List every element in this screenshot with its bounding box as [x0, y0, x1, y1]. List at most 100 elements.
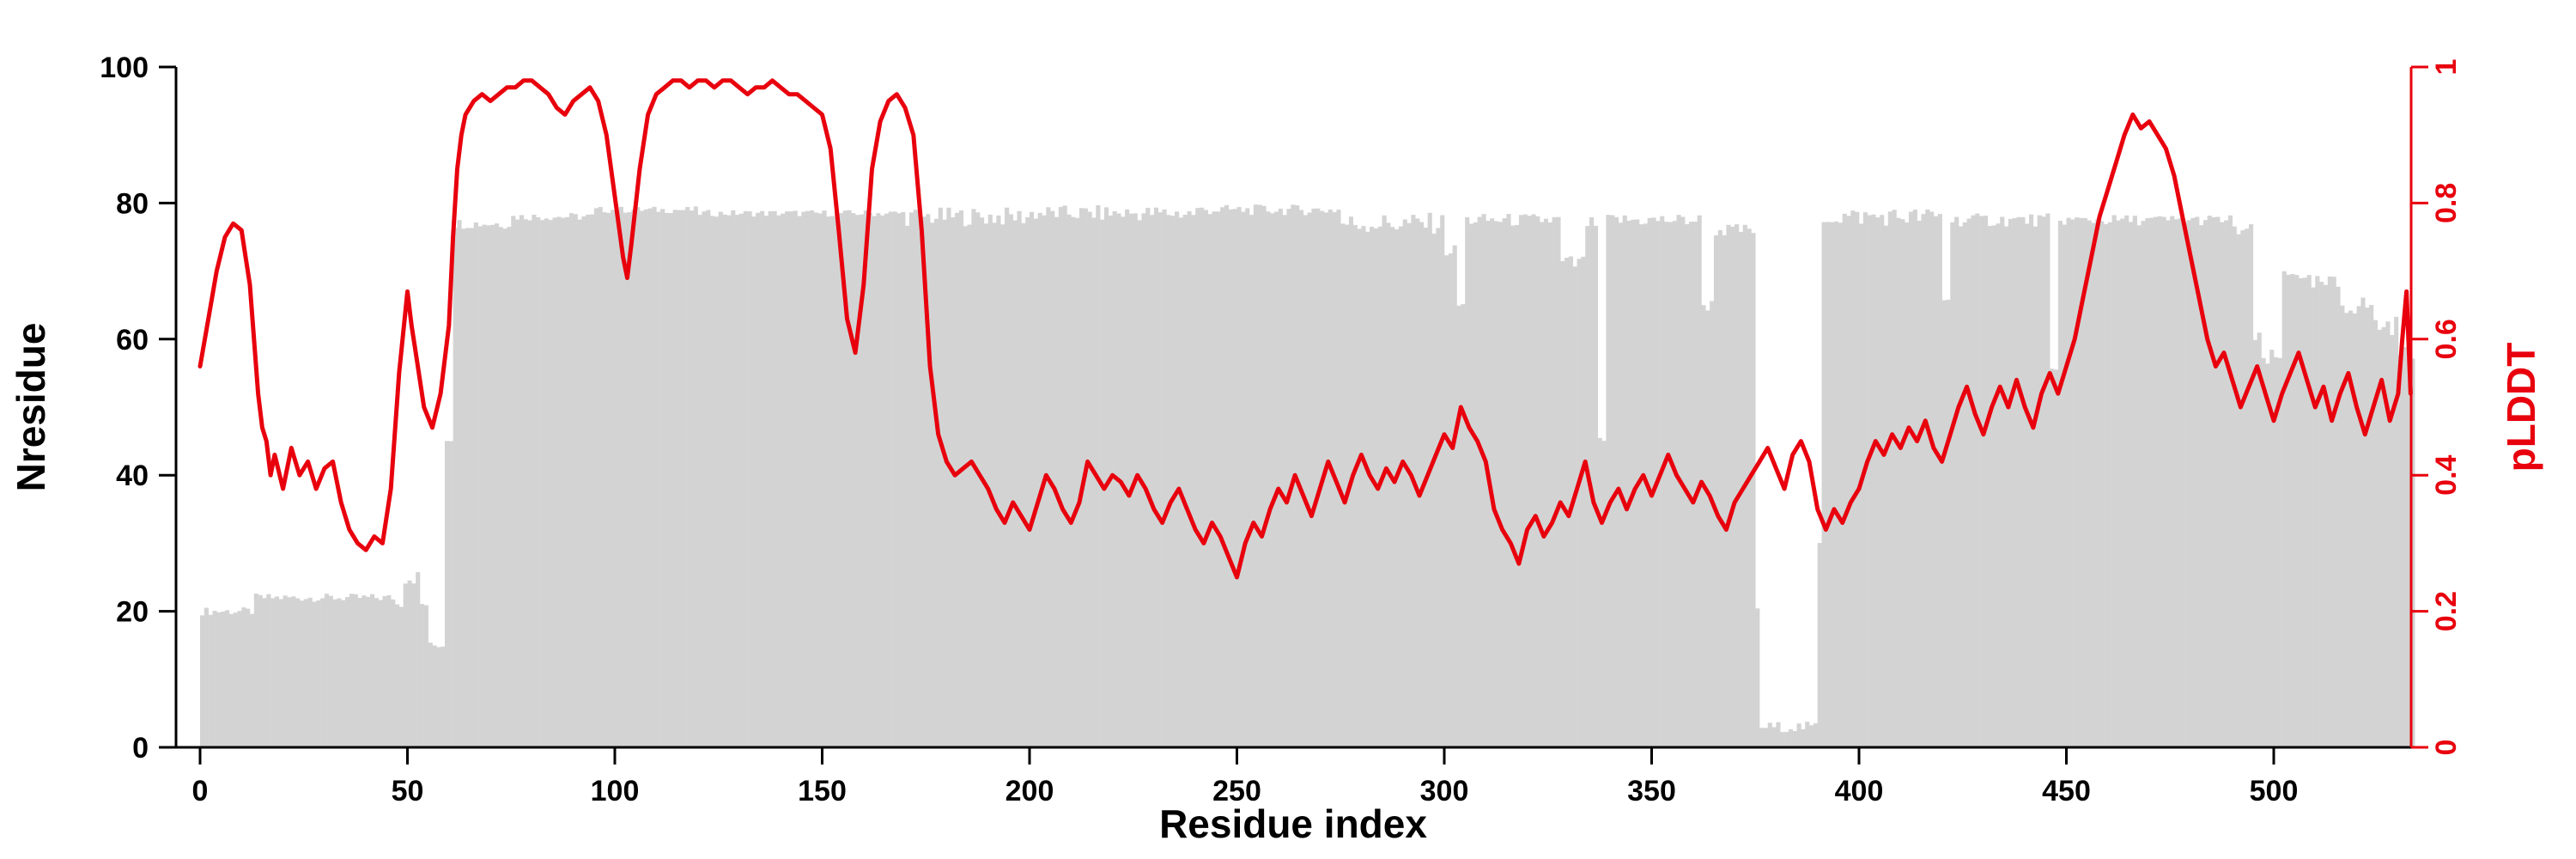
nresidue-bar [2211, 216, 2216, 747]
nresidue-bar [1921, 214, 1926, 748]
nresidue-bar [1531, 214, 1536, 747]
nresidue-bar [2365, 308, 2370, 747]
nresidue-bar [1826, 222, 1831, 748]
nresidue-bar [2103, 223, 2109, 747]
nresidue-bar [718, 211, 723, 747]
nresidue-bar [332, 599, 337, 747]
nresidue-bar [1867, 215, 1872, 748]
nresidue-bar [896, 213, 902, 747]
nresidue-bar [2381, 326, 2386, 747]
nresidue-bar [813, 212, 818, 748]
nresidue-bar [1663, 222, 1669, 747]
x-axis-tick-label: 450 [2042, 775, 2091, 807]
nresidue-bar [519, 215, 525, 747]
nresidue-bar [1071, 216, 1076, 747]
left-axis-tick-label: 20 [116, 596, 149, 629]
nresidue-bar [635, 207, 641, 747]
nresidue-bar [1224, 204, 1230, 748]
nresidue-bar [2178, 218, 2184, 747]
nresidue-bar [353, 594, 358, 747]
nresidue-bar [1962, 222, 1967, 748]
nresidue-bar [1456, 305, 1461, 747]
nresidue-bar [1692, 222, 1698, 747]
nresidue-bar [2406, 358, 2411, 747]
nresidue-bar [1448, 253, 1453, 747]
nresidue-bar [847, 210, 852, 748]
nresidue-bar [1543, 218, 1549, 748]
nresidue-bar [785, 211, 790, 748]
nresidue-bar [1735, 224, 1740, 748]
nresidue-bar [2323, 284, 2329, 747]
nresidue-bar [1647, 217, 1652, 747]
nresidue-bar [1842, 213, 1847, 748]
nresidue-bar [1564, 258, 1570, 748]
nresidue-bar [2372, 320, 2379, 747]
nresidue-bar [2352, 313, 2357, 747]
nresidue-bar [448, 441, 453, 747]
nresidue-bar [212, 611, 217, 747]
nresidue-bar [1394, 228, 1400, 747]
x-axis-tick-label: 0 [192, 775, 209, 807]
nresidue-bar [1220, 207, 1225, 747]
nresidue-bar [1473, 222, 1478, 747]
nresidue-bar [930, 222, 935, 747]
nresidue-bar [926, 214, 931, 747]
nresidue-bar [1971, 215, 1976, 747]
nresidue-bar [1705, 310, 1710, 747]
nresidue-bar [884, 213, 890, 747]
nresidue-bar [1017, 210, 1022, 748]
nresidue-bar [660, 209, 665, 747]
nresidue-bar [1162, 209, 1167, 747]
nresidue-bar [2099, 221, 2105, 747]
nresidue-bar [1037, 212, 1042, 748]
right-axis-tick-label: 0.2 [2430, 591, 2463, 631]
nresidue-bar [2202, 220, 2208, 747]
nresidue-bar [1145, 207, 1151, 747]
nresidue-bar [1286, 209, 1291, 748]
nresidue-bar [482, 224, 487, 748]
nresidue-bar [2141, 221, 2146, 748]
nresidue-bar [1556, 216, 1561, 747]
nresidue-bar [2050, 369, 2055, 747]
nresidue-bar [328, 595, 333, 747]
nresidue-bar [1025, 216, 1030, 747]
x-axis-tick-label: 100 [591, 775, 640, 807]
nresidue-bar [1688, 222, 1694, 747]
nresidue-bar [523, 219, 528, 748]
nresidue-bar [444, 441, 450, 747]
nresidue-bar [2041, 216, 2046, 747]
nresidue-bar [216, 612, 222, 747]
nresidue-bar [407, 580, 412, 747]
nresidue-bar [1887, 211, 1893, 747]
nresidue-bar [1365, 231, 1370, 747]
nresidue-bar [1200, 207, 1205, 748]
nresidue-bar [2348, 310, 2354, 747]
x-axis-tick-label: 200 [1005, 775, 1054, 807]
nresidue-bar [411, 583, 416, 747]
nresidue-bar [2025, 223, 2030, 748]
nresidue-bar [880, 215, 885, 747]
nresidue-bar [760, 210, 765, 747]
nresidue-bar [1908, 211, 1914, 748]
nresidue-bar [1228, 209, 1233, 747]
nresidue-bar [1660, 216, 1665, 747]
nresidue-bar [1950, 222, 1955, 747]
nresidue-bar [241, 607, 246, 747]
nresidue-bar [702, 211, 707, 747]
nresidue-bar [1502, 218, 1507, 748]
nresidue-bar [1518, 215, 1524, 747]
nresidue-bar [1103, 207, 1109, 748]
nresidue-bar [511, 216, 516, 748]
nresidue-bar [2385, 321, 2391, 747]
nresidue-bar [1261, 205, 1267, 748]
nresidue-bar [2377, 329, 2382, 747]
nresidue-bar [1058, 206, 1063, 747]
nresidue-bar [1008, 214, 1013, 747]
nresidue-bar [805, 210, 811, 747]
nresidue-bar [1327, 209, 1333, 747]
nresidue-bar [2032, 226, 2038, 747]
nresidue-bar [2265, 363, 2270, 747]
nresidue-bar [1493, 221, 1499, 748]
nresidue-bar [747, 211, 752, 748]
nresidue-bar [357, 598, 362, 747]
